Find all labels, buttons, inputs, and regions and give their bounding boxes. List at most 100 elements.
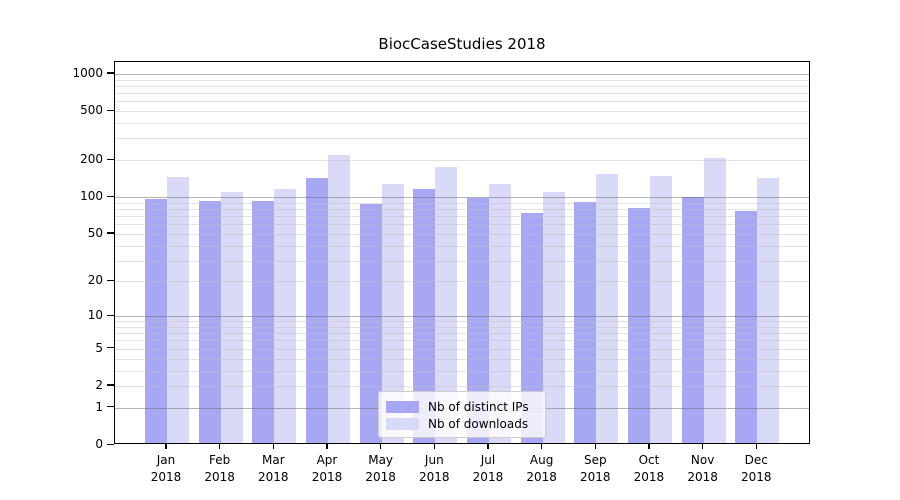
- x-tick-label-jul: Jul 2018: [461, 452, 515, 486]
- legend-swatch-distinct-ips: [386, 400, 419, 413]
- x-tick-label-apr: Apr 2018: [300, 452, 354, 486]
- x-tick-label-mar: Mar 2018: [246, 452, 300, 486]
- x-tick-year-mar: 2018: [258, 470, 289, 484]
- y-tick-mark-200: [107, 158, 114, 160]
- x-tick-mark-nov: [702, 444, 704, 449]
- y-tick-mark-50: [107, 232, 114, 234]
- bar-distinct-ips-may: [359, 203, 382, 443]
- gridline-5: [115, 348, 809, 350]
- x-tick-mark-jun: [433, 444, 435, 449]
- x-tick-label-feb: Feb 2018: [193, 452, 247, 486]
- bar-distinct-ips-oct: [627, 208, 650, 443]
- y-tick-label-5: 5: [95, 340, 103, 355]
- gridline-70: [115, 216, 809, 218]
- x-tick-year-oct: 2018: [633, 470, 665, 484]
- x-tick-mark-mar: [272, 444, 274, 449]
- bar-downloads-nov: [703, 158, 726, 443]
- y-tick-mark-100: [107, 195, 114, 197]
- bar-downloads-jun: [435, 166, 458, 443]
- y-tick-mark-500: [107, 109, 114, 111]
- x-tick-year-jul: 2018: [472, 470, 504, 484]
- x-tick-label-jan: Jan 2018: [139, 452, 193, 486]
- x-tick-label-sep: Sep 2018: [568, 452, 622, 486]
- legend-label-downloads: Nb of downloads: [428, 416, 529, 431]
- x-tick-mark-jan: [165, 444, 167, 449]
- bar-downloads-oct: [649, 176, 672, 443]
- gridline-2: [115, 385, 809, 387]
- x-tick-label-oct: Oct 2018: [622, 452, 676, 486]
- x-tick-label-aug: Aug 2018: [515, 452, 569, 486]
- gridline-60: [115, 224, 809, 226]
- x-tick-year-dec: 2018: [740, 470, 772, 484]
- plot-area: [114, 61, 810, 444]
- bar-downloads-apr: [327, 154, 350, 443]
- y-tick-label-0: 0: [95, 437, 103, 451]
- y-tick-label-20: 20: [87, 273, 103, 288]
- gridline-90: [115, 202, 809, 204]
- gridline-80: [115, 208, 809, 210]
- x-tick-mark-oct: [648, 444, 650, 449]
- x-tick-label-dec: Dec 2018: [729, 452, 783, 486]
- bar-downloads-jan: [167, 177, 189, 443]
- gridline-100: [115, 197, 809, 199]
- x-tick-label-jun: Jun 2018: [407, 452, 461, 486]
- x-tick-year-nov: 2018: [687, 470, 718, 484]
- gridline-500: [115, 111, 809, 113]
- bar-distinct-ips-sep: [574, 201, 597, 443]
- gridline-30: [115, 260, 809, 262]
- bar-distinct-ips-apr: [305, 178, 328, 443]
- gridline-3: [115, 370, 809, 372]
- bar-distinct-ips-jul: [466, 198, 489, 443]
- y-tick-label-200: 200: [80, 152, 103, 167]
- gridline-10: [115, 316, 809, 318]
- x-tick-year-feb: 2018: [204, 470, 235, 484]
- bar-downloads-aug: [542, 192, 565, 443]
- gridline-9: [115, 321, 809, 323]
- gridline-20: [115, 281, 809, 283]
- y-tick-mark-10: [107, 314, 114, 316]
- gridline-400: [115, 123, 809, 125]
- bar-downloads-feb: [220, 192, 243, 443]
- x-tick-year-may: 2018: [365, 470, 396, 484]
- gridline-200: [115, 160, 809, 162]
- y-tick-mark-1: [107, 406, 114, 408]
- legend-item-distinct-ips: Nb of distinct IPs: [386, 398, 537, 415]
- chart-title: BiocCaseStudies 2018: [378, 35, 546, 53]
- bar-downloads-jul: [488, 184, 511, 443]
- bar-distinct-ips-jun: [413, 189, 436, 443]
- y-tick-mark-2: [107, 384, 114, 386]
- y-tick-mark-20: [107, 279, 114, 282]
- y-tick-label-500: 500: [80, 103, 103, 118]
- x-tick-label-may: May 2018: [354, 452, 408, 486]
- x-tick-mark-jul: [487, 444, 489, 449]
- x-tick-label-nov: Nov 2018: [676, 452, 730, 486]
- gridline-300: [115, 138, 809, 140]
- bar-distinct-ips-feb: [198, 201, 221, 443]
- x-tick-mark-may: [380, 444, 382, 449]
- gridline-600: [115, 101, 809, 103]
- bar-distinct-ips-jan: [145, 199, 167, 443]
- bar-downloads-mar: [274, 189, 297, 443]
- x-tick-year-apr: 2018: [311, 470, 343, 484]
- x-tick-year-aug: 2018: [526, 470, 557, 484]
- bar-downloads-may: [381, 183, 404, 443]
- x-tick-mark-feb: [219, 444, 221, 449]
- y-tick-label-1000: 1000: [72, 65, 103, 80]
- y-tick-mark-1000: [107, 72, 114, 74]
- bar-distinct-ips-dec: [735, 211, 758, 443]
- gridline-40: [115, 245, 809, 247]
- x-tick-year-jun: 2018: [419, 470, 450, 484]
- legend: Nb of distinct IPs Nb of downloads: [378, 391, 546, 438]
- legend-label-distinct-ips: Nb of distinct IPs: [428, 399, 529, 414]
- y-tick-label-100: 100: [80, 189, 103, 204]
- y-tick-mark-0: [107, 443, 114, 445]
- bar-distinct-ips-aug: [520, 213, 543, 443]
- gridline-8: [115, 326, 809, 328]
- gridline-6: [115, 340, 809, 342]
- gridline-50: [115, 233, 809, 235]
- bar-distinct-ips-nov: [681, 196, 704, 443]
- y-tick-label-2: 2: [95, 377, 103, 392]
- gridline-900: [115, 79, 809, 81]
- legend-item-downloads: Nb of downloads: [386, 415, 537, 432]
